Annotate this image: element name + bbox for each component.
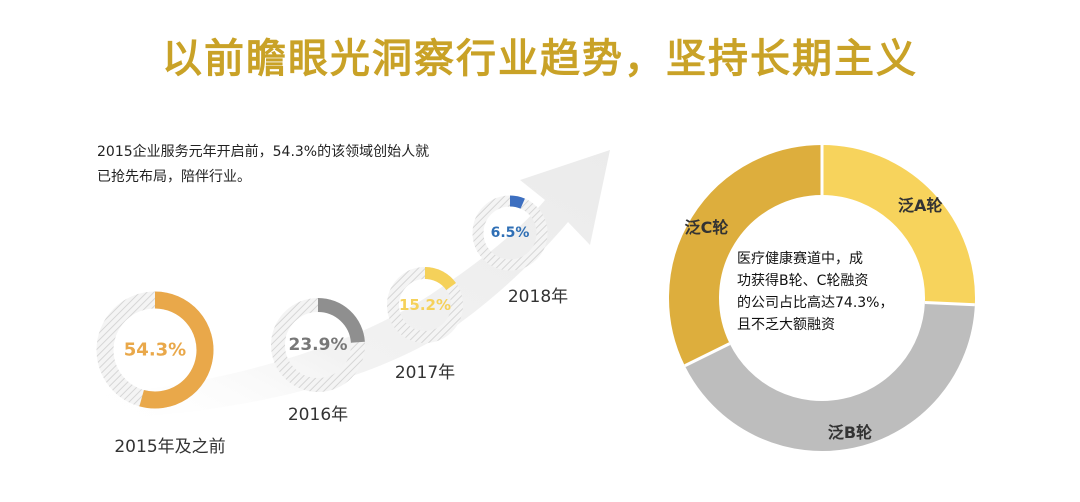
ring-value-label: 6.5% [490, 225, 530, 241]
donut-center-line-2: 功获得B轮、C轮融资 [737, 273, 869, 289]
donut-chart-group [669, 145, 975, 451]
ring-value-arc [509, 195, 525, 209]
intro-line-2: 已抢先布局，陪伴行业。 [97, 169, 251, 185]
ring-value-arc [317, 298, 365, 344]
progress-rings-group [96, 195, 548, 409]
ring-value-label: 54.3% [123, 339, 187, 361]
donut-center-line-1: 医疗健康赛道中，成 [737, 251, 863, 267]
donut-separator [684, 342, 731, 368]
ring-value-arc [139, 291, 214, 409]
year-label: 2016年 [287, 405, 349, 425]
year-label: 2017年 [394, 363, 456, 383]
intro-line-1: 2015企业服务元年开启前，54.3%的该领域创始人就 [97, 144, 430, 160]
donut-center-text: 医疗健康赛道中，成 功获得B轮、C轮融资 的公司占比高达74.3%， 且不乏大额… [737, 248, 917, 336]
donut-segment-label: 泛A轮 [898, 195, 943, 215]
donut-separator [924, 301, 975, 307]
intro-text: 2015企业服务元年开启前，54.3%的该领域创始人就 已抢先布局，陪伴行业。 [97, 140, 517, 190]
donut-center-line-3: 的公司占比高达74.3%， [737, 295, 894, 311]
ring-value-label: 23.9% [288, 335, 348, 355]
year-label: 2018年 [507, 287, 569, 307]
page-title: 以前瞻眼光洞察行业趋势，坚持长期主义 [162, 36, 918, 82]
donut-segment-label: 泛B轮 [827, 423, 873, 443]
ring-value-arc [424, 267, 457, 291]
year-label: 2015年及之前 [114, 437, 226, 457]
donut-segment-label: 泛C轮 [684, 218, 729, 238]
donut-segment [821, 145, 975, 305]
donut-segment [669, 145, 823, 366]
ring-value-label: 15.2% [398, 296, 452, 314]
donut-segment [684, 301, 975, 451]
donut-center-line-4: 且不乏大额融资 [737, 317, 835, 333]
